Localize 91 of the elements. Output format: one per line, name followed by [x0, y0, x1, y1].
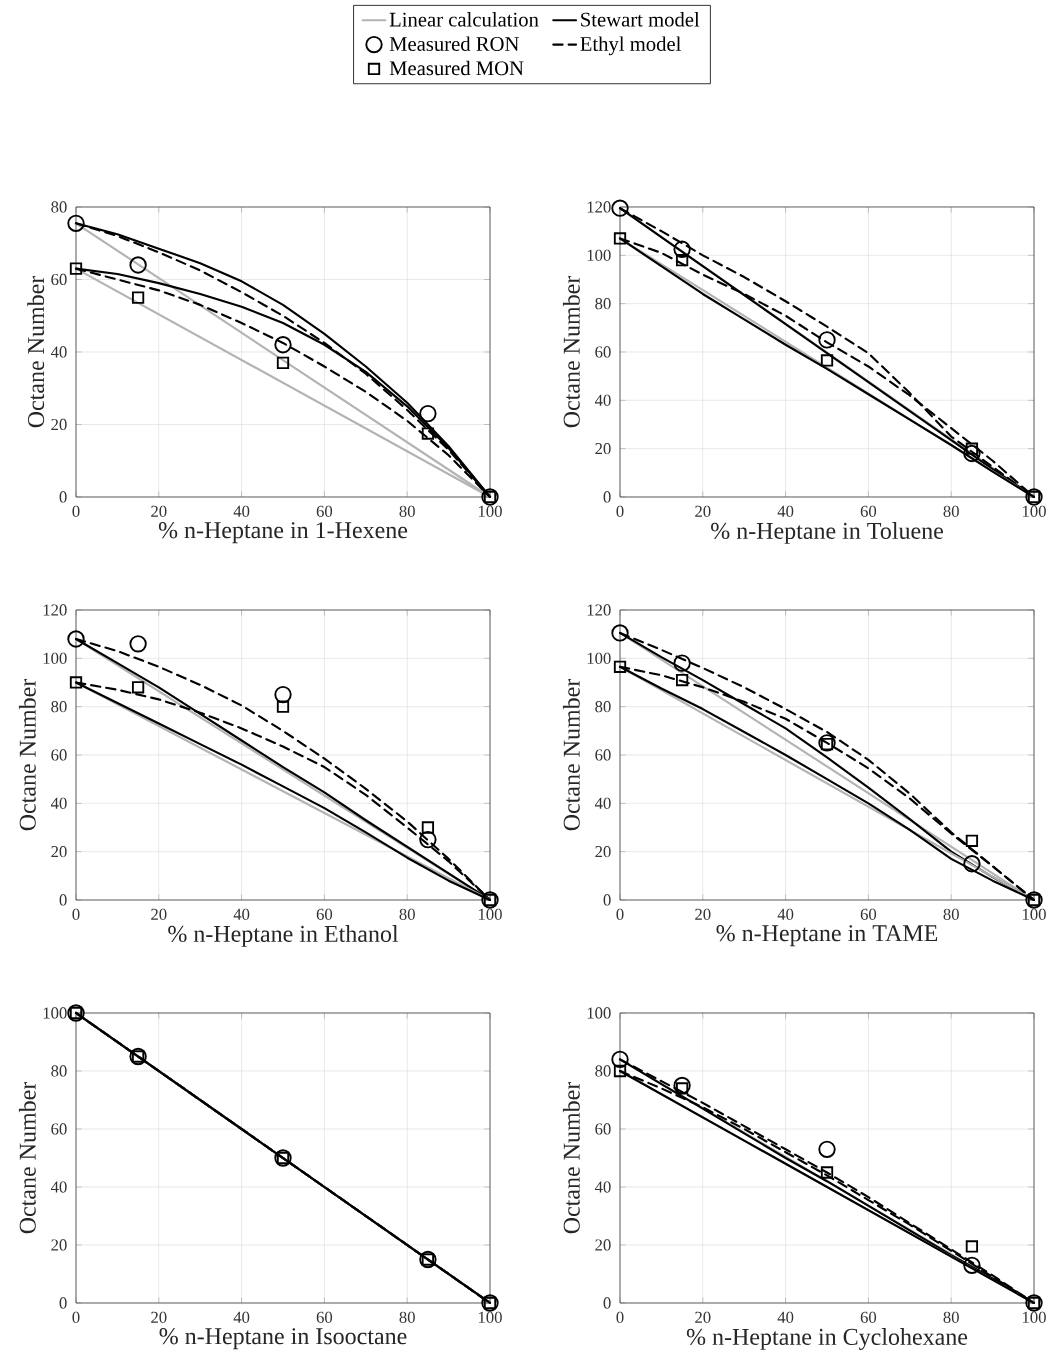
- y-tick-label: 0: [603, 491, 611, 503]
- y-tick-label: 60: [51, 273, 67, 286]
- x-axis-title: % n-Heptane in Ethanol: [168, 925, 399, 947]
- y-tick-label: 100: [587, 652, 611, 664]
- x-tick-label: 40: [233, 1311, 250, 1323]
- x-tick-label: 100: [1022, 908, 1046, 920]
- y-tick-label: 0: [59, 491, 67, 503]
- y-tick-label: 20: [595, 443, 611, 455]
- y-axis-title: Octane Number: [562, 1081, 580, 1234]
- x-axis-title: % n-Heptane in Toluene: [711, 522, 944, 544]
- x-tick-label: 0: [72, 1311, 80, 1323]
- y-axis-title: Octane Number: [27, 275, 45, 428]
- y-tick-label: 20: [51, 418, 67, 431]
- x-tick-label: 20: [695, 505, 711, 517]
- x-tick-label: 40: [233, 505, 250, 517]
- x-tick-label: 100: [478, 908, 502, 920]
- x-tick-label: 100: [478, 1311, 502, 1323]
- y-tick-label: 80: [51, 701, 67, 713]
- x-tick-label: 0: [616, 1311, 624, 1323]
- y-tick-label: 100: [587, 249, 611, 261]
- y-tick-label: 40: [594, 1181, 611, 1193]
- legend-label: Linear calculation: [389, 12, 539, 27]
- y-tick-label: 120: [587, 201, 611, 213]
- y-tick-label: 80: [51, 201, 67, 213]
- y-tick-label: 0: [603, 1297, 611, 1309]
- x-tick-label: 60: [316, 505, 333, 517]
- y-tick-label: 80: [51, 1065, 67, 1077]
- legend-label: Measured RON: [389, 36, 519, 51]
- y-tick-label: 60: [595, 1123, 611, 1135]
- y-tick-label: 80: [595, 298, 611, 310]
- y-tick-label: 40: [50, 797, 67, 809]
- x-tick-label: 0: [72, 505, 80, 517]
- y-tick-label: 40: [594, 797, 611, 809]
- y-tick-label: 80: [595, 701, 611, 713]
- x-tick-label: 80: [943, 505, 959, 517]
- x-tick-label: 20: [151, 505, 167, 517]
- legend-label: Measured MON: [389, 60, 524, 76]
- x-axis-title: % n-Heptane in Cyclohexane: [686, 1328, 968, 1350]
- y-tick-label: 20: [51, 846, 67, 858]
- x-tick-label: 60: [860, 1311, 877, 1323]
- x-tick-label: 20: [695, 1311, 711, 1323]
- y-axis-title: Octane Number: [562, 678, 580, 831]
- x-tick-label: 0: [616, 505, 624, 517]
- y-tick-label: 100: [587, 1007, 611, 1019]
- y-axis-title: Octane Number: [18, 678, 36, 831]
- x-tick-label: 100: [478, 505, 502, 517]
- y-tick-label: 40: [50, 1181, 67, 1193]
- x-axis-title: % n-Heptane in 1-Hexene: [158, 522, 408, 544]
- y-axis-title: Octane Number: [18, 1081, 36, 1234]
- x-axis-title: % n-Heptane in Isooctane: [159, 1328, 407, 1350]
- x-tick-label: 0: [616, 908, 624, 920]
- x-tick-label: 80: [943, 1311, 959, 1323]
- y-tick-label: 120: [43, 604, 67, 616]
- legend-label: Stewart model: [581, 12, 700, 27]
- legend-label: Ethyl model: [580, 36, 681, 56]
- x-tick-label: 40: [777, 908, 794, 920]
- y-tick-label: 100: [43, 652, 67, 664]
- x-tick-label: 80: [399, 505, 415, 517]
- y-tick-label: 40: [594, 394, 611, 406]
- x-tick-label: 40: [777, 1311, 794, 1323]
- x-tick-label: 0: [72, 908, 80, 920]
- y-tick-label: 20: [595, 846, 611, 858]
- x-tick-label: 80: [943, 908, 959, 920]
- x-tick-label: 60: [316, 1311, 333, 1323]
- y-axis-title: Octane Number: [562, 275, 580, 428]
- x-tick-label: 40: [233, 908, 250, 920]
- y-tick-label: 60: [595, 749, 611, 761]
- y-tick-label: 0: [59, 1297, 67, 1309]
- x-tick-label: 80: [399, 908, 415, 920]
- x-tick-label: 20: [151, 1311, 167, 1323]
- x-tick-label: 60: [316, 908, 333, 920]
- y-tick-label: 0: [59, 894, 67, 906]
- y-tick-label: 20: [51, 1239, 67, 1251]
- y-tick-label: 40: [50, 346, 67, 358]
- y-tick-label: 20: [595, 1239, 611, 1251]
- x-tick-label: 40: [777, 505, 794, 517]
- y-tick-label: 0: [603, 894, 611, 906]
- y-tick-label: 60: [595, 346, 611, 358]
- y-tick-label: 80: [595, 1065, 611, 1077]
- x-axis-title: % n-Heptane in TAME: [716, 925, 938, 947]
- x-tick-label: 20: [151, 908, 167, 920]
- y-tick-label: 120: [587, 604, 611, 616]
- x-tick-label: 60: [860, 505, 877, 517]
- x-tick-label: 80: [399, 1311, 415, 1323]
- x-tick-label: 100: [1022, 1311, 1046, 1323]
- x-tick-label: 20: [695, 908, 711, 920]
- y-tick-label: 60: [51, 1123, 67, 1135]
- y-tick-label: 60: [51, 749, 67, 761]
- y-tick-label: 100: [43, 1007, 67, 1019]
- x-tick-label: 60: [860, 908, 877, 920]
- x-tick-label: 100: [1022, 505, 1046, 517]
